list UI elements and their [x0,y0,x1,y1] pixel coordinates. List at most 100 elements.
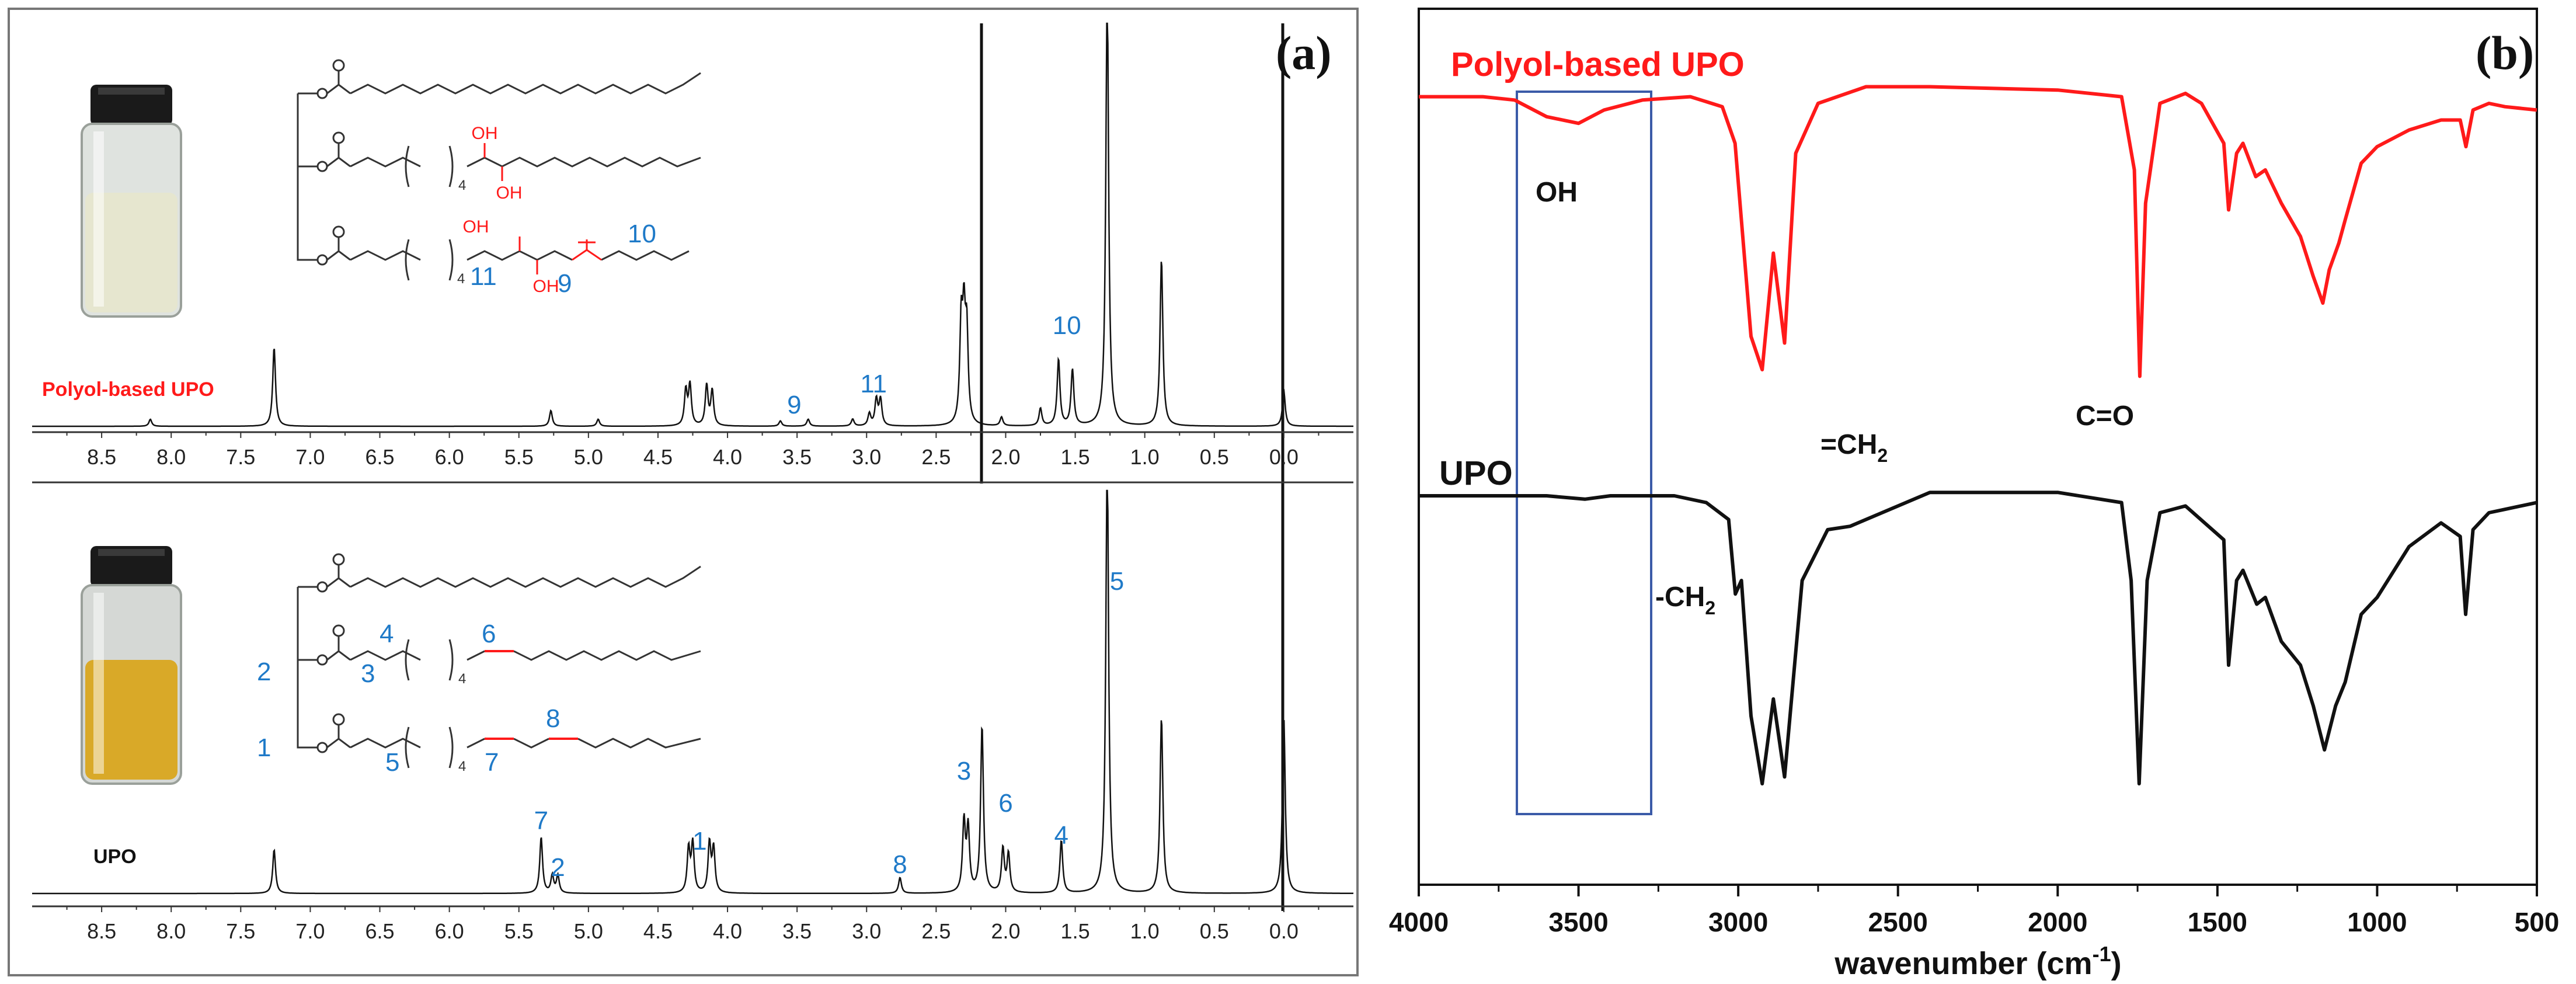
nmr-top-peak-labels: 9 11 10 [787,311,1081,419]
nmr-top-axis: 8.5 8.0 7.5 7.0 6.5 6.0 5.5 5.0 4.5 4.0 3.5 3.0 2.5 2… [32,431,1353,469]
structure-top-label-9: 9 [558,269,572,298]
nmr-tick-label: 3.5 [782,919,812,943]
panel-a-label: (a) [1276,26,1332,79]
nmr-tick-label: 1.0 [1130,919,1160,943]
ir-xlabel: wavenumber (cm-1) [1834,942,2121,981]
peak-label: 3 [957,757,971,785]
annotation-oh: OH [1536,177,1578,208]
peak-label: 9 [787,391,801,419]
nmr-trace-polyol-based-upo [32,22,1353,427]
nmr-tick-label: 0.0 [1269,919,1299,943]
structure-bottom-label-3: 3 [361,659,375,688]
nmr-top-spectrum [32,22,1353,427]
structure-bottom-label-8: 8 [546,704,560,733]
annotation-ch2-eq: =CH2 [1820,429,1888,466]
nmr-tick-label: 3.0 [852,919,881,943]
structure-top-sub-2: 4 [457,271,465,287]
structure-bottom-label-4: 4 [380,620,394,648]
nmr-tick-label: 7.0 [295,919,325,943]
nmr-tick-label: 5.5 [504,445,534,469]
nmr-tick-label: 2.5 [921,919,951,943]
nmr-tick-label: 8.5 [87,445,116,469]
panel-a: (a) Polyol-based UPO UPO [8,8,1359,976]
peak-label: 10 [1053,311,1081,340]
nmr-tick-label: 1.5 [1061,445,1090,469]
ir-tick-label: 1000 [2347,907,2407,937]
structure-top-oh-1: OH [472,124,498,143]
nmr-tick-label: 2.0 [991,445,1020,469]
structure-top-oh-2: OH [496,183,523,203]
structure-bottom-label-1: 1 [257,733,271,762]
ir-tick-label: 2500 [1868,907,1928,937]
ir-tick-label: 2000 [2028,907,2087,937]
structure-top-sub-1: 4 [458,178,466,193]
nmr-tick-label: 7.5 [226,919,255,943]
structure-top-bg [280,23,724,289]
nmr-tick-label: 0.5 [1200,919,1229,943]
ir-series-black-label: UPO [1439,454,1513,492]
nmr-tick-label: 2.5 [921,445,951,469]
nmr-tick-label: 4.5 [643,919,673,943]
nmr-tick-label: 7.5 [226,445,255,469]
nmr-tick-label: 4.0 [713,445,742,469]
peak-label: 8 [893,850,907,879]
nmr-tick-label: 8.5 [87,919,116,943]
nmr-tick-label: 5.5 [504,919,534,943]
sample-label-top: Polyol-based UPO [42,378,214,401]
nmr-bottom-peak-labels: 72 1 8 36 4 5 [534,567,1125,882]
nmr-tick-label: 5.0 [574,919,603,943]
nmr-tick-label: 7.0 [295,445,325,469]
ir-trace-polyol-based-upo [1419,85,2537,378]
nmr-tick-label: 1.0 [1130,445,1160,469]
structure-bottom-label-5: 5 [385,748,399,777]
peak-label: 7 [534,806,548,835]
panel-b-frame [1418,8,2538,886]
vial-bottom-image [81,546,182,785]
nmr-tick-label: 4.0 [713,919,742,943]
peak-label: 11 [860,370,887,398]
nmr-tick-label: 3.5 [782,445,812,469]
nmr-tick-label: 8.0 [156,919,186,943]
annotation-co: C=O [2076,401,2134,432]
nmr-tick-label: 3.0 [852,445,881,469]
ir-tick-label: 500 [2515,907,2560,937]
nmr-tick-label: 6.5 [365,919,395,943]
peak-label: 4 [1054,821,1068,850]
peak-label: 2 [551,853,565,882]
peak-label: 6 [998,789,1012,818]
nmr-tick-label: 5.0 [574,445,603,469]
vial-top-image [81,85,182,318]
structure-bottom-sub-1: 4 [458,671,466,687]
nmr-tick-label: 0.0 [1269,445,1299,469]
ir-tick-label: 3000 [1708,907,1768,937]
panel-b-label: (b) [2476,26,2534,79]
structure-top-label-11: 11 [470,262,497,291]
nmr-tick-label: 6.5 [365,445,395,469]
nmr-bottom-spectrum [32,489,1354,895]
structure-bottom-red [485,650,578,740]
structure-top-oh-4: OH [533,277,559,296]
structure-bottom-label-7: 7 [485,748,499,777]
structure-bottom-sub-2: 4 [458,759,466,774]
nmr-tick-label: 6.0 [435,445,464,469]
annotation-ch2: -CH2 [1655,582,1715,618]
panel-b: (b) Polyol-based UPO UPO OH C=O =CH2 -CH… [1389,8,2560,981]
peak-label: 1 [692,827,706,856]
ir-tick-label: 3500 [1548,907,1608,937]
ir-trace-upo [1419,491,2537,785]
nmr-tick-label: 0.5 [1200,445,1229,469]
structure-bottom [297,553,701,769]
nmr-tick-label: 4.5 [643,445,673,469]
oh-region-box [1516,91,1652,815]
nmr-tick-label: 8.0 [156,445,186,469]
nmr-tick-label: 1.5 [1061,919,1090,943]
ir-series-red-label: Polyol-based UPO [1451,46,1745,84]
structure-top [297,59,701,281]
nmr-bottom-axis: 8.5 8.0 7.5 7.0 6.5 6.0 5.5 5.0 4.5 4.0 3.5 3.0 2.5 2… [32,905,1353,943]
structure-top-red [483,143,602,274]
ir-spectra [1419,85,2537,785]
nmr-tick-label: 6.0 [435,919,464,943]
ir-tick-label: 1500 [2188,907,2247,937]
structure-bottom-label-2: 2 [257,658,271,686]
